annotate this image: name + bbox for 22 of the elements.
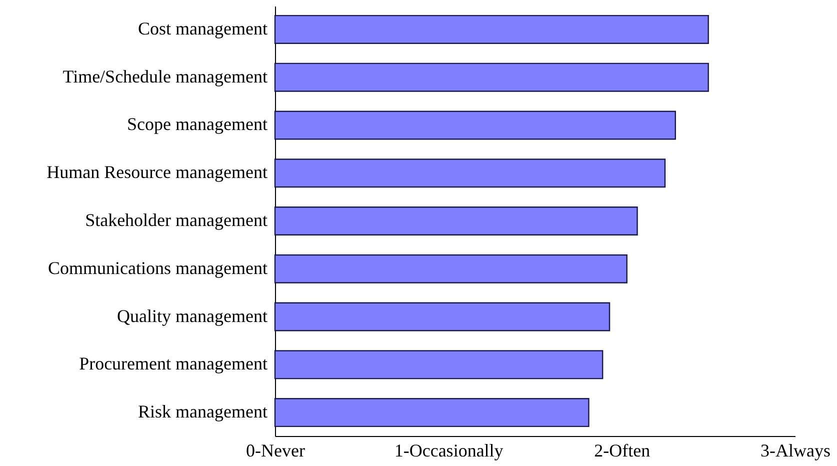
bar [274,398,590,428]
bar [274,158,666,188]
x-tick-label: 1-Occasionally [394,440,504,460]
bar [274,254,628,284]
y-tick-label: Human Resource management [46,162,268,182]
bar [274,110,676,140]
y-tick-label: Procurement management [79,354,268,374]
bar [274,206,638,236]
bar [274,14,709,44]
y-tick-label: Communications management [48,258,268,278]
bar [274,62,709,92]
y-tick-label: Stakeholder management [85,210,268,230]
x-tick-label: 0-Never [246,440,305,460]
x-tick-label: 3-Always [760,440,830,460]
y-tick-label: Time/Schedule management [62,66,268,86]
y-tick-label: Risk management [138,402,268,422]
bar [274,350,604,380]
y-tick-label: Scope management [127,114,268,134]
x-tick-label: 2-Often [594,440,650,460]
y-tick-label: Cost management [138,18,268,38]
bar [274,302,610,332]
y-tick-label: Quality management [117,306,268,326]
